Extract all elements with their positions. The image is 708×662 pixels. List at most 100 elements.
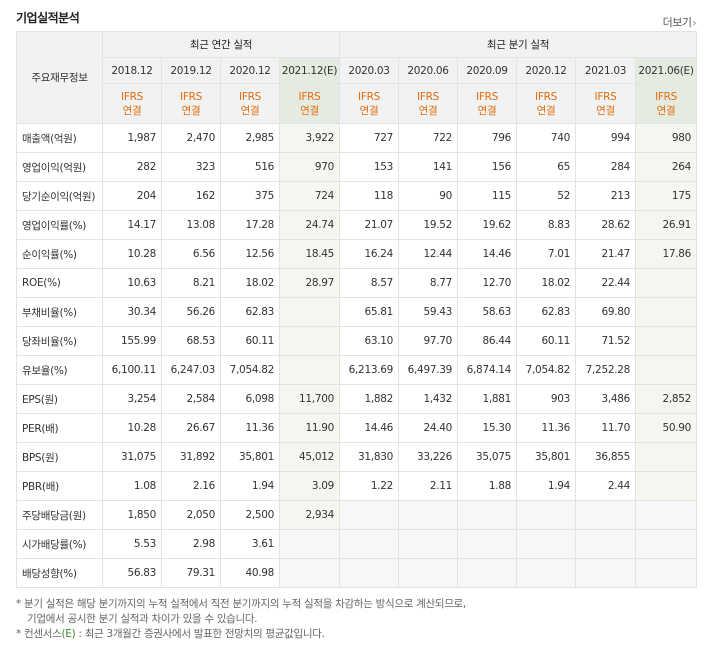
ifrs-basis-link[interactable]: IFRS 연결 [220,83,280,124]
table-row: 시가배당률(%) 5.53 2.98 3.61 [16,529,698,559]
table-cell: 14.17 [102,210,162,240]
table-cell: 1,850 [102,500,162,530]
ifrs-basis-link[interactable]: IFRS 연결 [516,83,576,124]
table-cell: 2,500 [220,500,280,530]
table-cell: 97.70 [398,326,458,356]
table-cell: 980 [634,123,698,153]
table-row: 영업이익률(%) 14.17 13.08 17.28 24.74 21.07 19.52 19… [16,210,698,240]
row-label: 매출액(억원) [16,123,103,153]
table-cell: 1,432 [398,384,458,414]
table-cell: 11.36 [516,413,576,443]
table-cell: 6,100.11 [102,355,162,385]
table-cell: 375 [220,181,280,211]
ifrs-basis-link[interactable]: IFRS 연결 [279,83,340,124]
table-cell: 1.88 [457,471,517,501]
table-cell: 26.67 [161,413,221,443]
table-cell [634,500,698,530]
consolidated-label: 연결 [536,104,556,117]
table-cell: 153 [339,152,399,182]
table-cell [516,500,576,530]
ifrs-basis-link[interactable]: IFRS 연결 [575,83,636,124]
table-cell: 59.43 [398,297,458,327]
table-cell: 175 [634,181,698,211]
ifrs-basis-link[interactable]: IFRS 연결 [102,83,162,124]
ifrs-label: IFRS [535,90,557,103]
table-cell: 12.44 [398,239,458,269]
more-link[interactable]: 더보기› [663,14,697,30]
table-cell: 35,801 [220,442,280,472]
table-cell: 12.70 [457,268,517,298]
table-cell [634,326,698,356]
table-cell: 60.11 [516,326,576,356]
table-cell [279,355,340,385]
table-cell [339,500,399,530]
table-cell: 2.11 [398,471,458,501]
table-cell: 11.70 [575,413,636,443]
table-cell: 35,801 [516,442,576,472]
table-cell: 6,247.03 [161,355,221,385]
row-label: 주당배당금(원) [16,500,103,530]
period-header: 2018.12 [102,57,162,84]
table-cell: 18.02 [516,268,576,298]
table-row: 영업이익(억원) 282 323 516 970 153 141 156 65 284 264 [16,152,698,182]
footnotes: * 분기 실적은 해당 분기까지의 누적 실적에서 직전 분기까지의 누적 실적… [16,597,466,642]
period-header: 2020.12 [220,57,280,84]
ifrs-basis-link[interactable]: IFRS 연결 [339,83,399,124]
table-cell: 2.98 [161,529,221,559]
table-cell [516,558,576,588]
table-cell: 24.74 [279,210,340,240]
footnote-1: * 분기 실적은 해당 분기까지의 누적 실적에서 직전 분기까지의 누적 실적… [16,598,466,610]
row-label: BPS(원) [16,442,103,472]
table-cell: 79.31 [161,558,221,588]
row-header-title: 주요재무정보 [16,31,103,124]
table-row: 당기순이익(억원) 204 162 375 724 118 90 115 52 213 175 [16,181,698,211]
table-cell: 45,012 [279,442,340,472]
row-label: PER(배) [16,413,103,443]
table-cell: 7,054.82 [220,355,280,385]
table-cell: 13.08 [161,210,221,240]
table-cell: 2,050 [161,500,221,530]
table-cell: 2.44 [575,471,636,501]
row-label: 배당성향(%) [16,558,103,588]
table-cell: 18.02 [220,268,280,298]
period-header: 2021.06(E) [634,57,698,84]
table-cell: 6,874.14 [457,355,517,385]
table-cell: 50.90 [634,413,698,443]
table-cell: 141 [398,152,458,182]
ifrs-basis-link[interactable]: IFRS 연결 [457,83,517,124]
ifrs-basis-link[interactable]: IFRS 연결 [398,83,458,124]
period-header: 2020.09 [457,57,517,84]
table-cell [575,500,636,530]
table-cell: 2,985 [220,123,280,153]
quarter-group-header: 최근 분기 실적 [338,31,698,58]
table-cell: 19.52 [398,210,458,240]
ifrs-label: IFRS [358,90,380,103]
table-cell [634,355,698,385]
table-cell: 727 [339,123,399,153]
table-cell [634,529,698,559]
table-cell: 10.63 [102,268,162,298]
ifrs-label: IFRS [594,90,617,103]
table-cell: 6,213.69 [339,355,399,385]
table-cell: 18.45 [279,239,340,269]
table-cell: 162 [161,181,221,211]
ifrs-label: IFRS [417,90,439,103]
table-cell: 40.98 [220,558,280,588]
table-cell: 65 [516,152,576,182]
table-row: 배당성향(%) 56.83 79.31 40.98 [16,558,698,588]
table-cell: 30.34 [102,297,162,327]
annual-group-header: 최근 연간 실적 [102,31,340,58]
table-cell: 213 [575,181,636,211]
table-cell: 8.83 [516,210,576,240]
table-cell [634,442,698,472]
consolidated-label: 연결 [418,104,438,117]
ifrs-basis-link[interactable]: IFRS 연결 [161,83,221,124]
table-cell: 516 [220,152,280,182]
row-label: ROE(%) [16,268,103,298]
table-cell: 1.94 [220,471,280,501]
ifrs-basis-link[interactable]: IFRS 연결 [634,83,698,124]
table-cell: 1.08 [102,471,162,501]
table-cell: 58.63 [457,297,517,327]
table-cell [457,529,517,559]
table-cell: 7.01 [516,239,576,269]
